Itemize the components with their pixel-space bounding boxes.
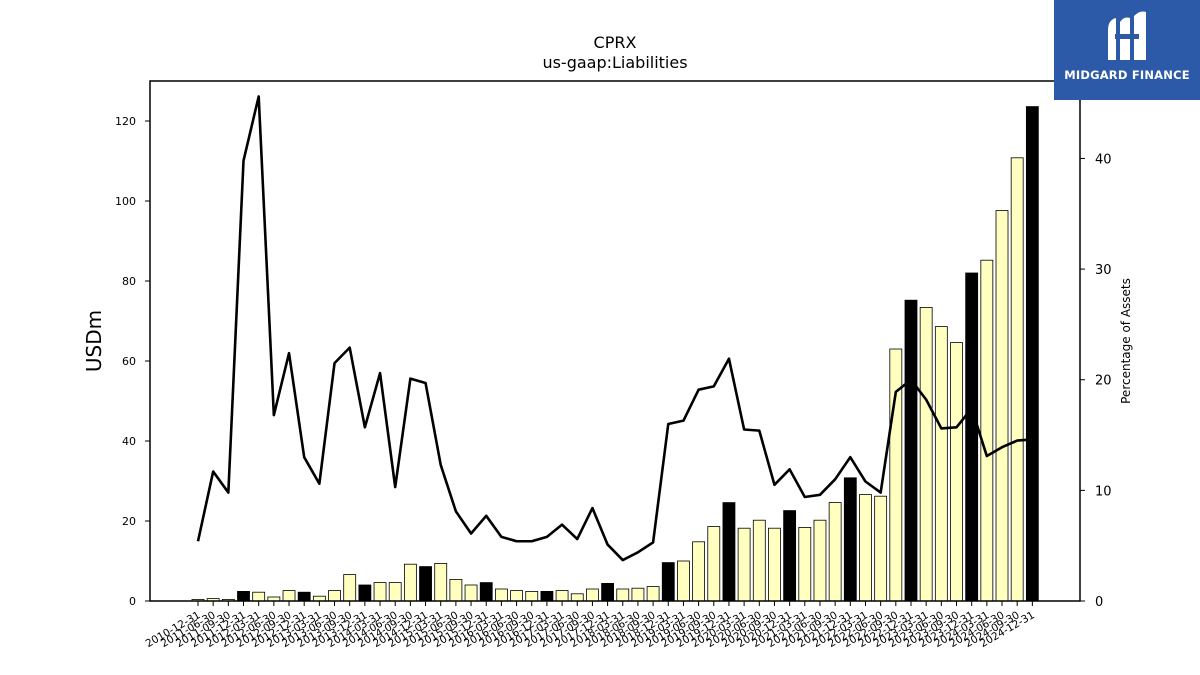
bar-2021-03-31 bbox=[798, 527, 812, 602]
bar-2018-09-30 bbox=[646, 586, 660, 602]
bar-2023-06-30 bbox=[934, 326, 948, 602]
bar-2019-09-30 bbox=[707, 526, 721, 602]
bar-2015-06-30 bbox=[449, 579, 463, 602]
y-tick-label: 0 bbox=[129, 595, 136, 608]
bar-2012-12-31 bbox=[297, 591, 311, 602]
bar-2022-12-31 bbox=[904, 299, 918, 602]
y2-axis-label: Percentage of Assets bbox=[1119, 278, 1133, 404]
y2-tick-label: 40 bbox=[1095, 152, 1112, 167]
bar-series bbox=[191, 106, 1039, 602]
bar-2015-09-30 bbox=[464, 584, 478, 602]
axes: 0204060801001200102030402010-12-312011-0… bbox=[115, 80, 1112, 650]
chart-subtitle: us-gaap:Liabilities bbox=[542, 53, 687, 72]
bar-2016-12-31 bbox=[540, 591, 554, 602]
plot-frame bbox=[149, 80, 1081, 602]
y2-tick-label: 30 bbox=[1095, 263, 1112, 278]
bar-2024-12-31 bbox=[1025, 106, 1039, 602]
bar-2015-03-31 bbox=[434, 563, 448, 602]
bar-2016-03-31 bbox=[494, 588, 508, 602]
midgard-logo-icon bbox=[1108, 11, 1146, 60]
bar-2021-06-30 bbox=[813, 519, 827, 602]
y-tick-label: 120 bbox=[115, 115, 136, 128]
bar-2017-09-30 bbox=[586, 588, 599, 602]
bar-2020-09-30 bbox=[768, 527, 781, 602]
y-tick-label: 40 bbox=[122, 435, 136, 448]
bar-2021-09-30 bbox=[828, 502, 842, 602]
bar-2019-03-31 bbox=[677, 560, 690, 602]
y-tick-label: 100 bbox=[115, 195, 136, 208]
bar-2022-06-30 bbox=[874, 495, 888, 602]
percentage-of-assets-line bbox=[196, 95, 1033, 562]
brand-name: MIDGARD FINANCE bbox=[1064, 68, 1190, 82]
bar-2017-06-30 bbox=[570, 593, 584, 602]
bar-2013-06-30 bbox=[328, 590, 341, 602]
bar-2018-03-31 bbox=[616, 588, 630, 602]
bar-2016-06-30 bbox=[510, 590, 523, 602]
bar-2023-09-30 bbox=[950, 342, 963, 602]
y2-tick-label: 10 bbox=[1095, 484, 1112, 499]
bar-2015-12-31 bbox=[479, 582, 493, 602]
y-tick-label: 80 bbox=[122, 275, 136, 288]
bar-2014-06-30 bbox=[388, 582, 402, 602]
y-tick-label: 60 bbox=[122, 355, 136, 368]
bar-2017-12-31 bbox=[601, 583, 614, 602]
y2-tick-label: 20 bbox=[1095, 374, 1112, 389]
bar-2023-03-31 bbox=[919, 306, 933, 602]
bar-2014-12-31 bbox=[419, 566, 432, 602]
y-tick-label: 20 bbox=[122, 515, 136, 528]
bar-2020-12-31 bbox=[783, 510, 797, 602]
y-axis-label: USDm bbox=[82, 310, 106, 372]
bar-2020-06-30 bbox=[752, 519, 766, 602]
bar-2024-09-30 bbox=[1010, 157, 1024, 602]
bar-2012-09-30 bbox=[282, 590, 296, 602]
line-series bbox=[196, 95, 1033, 562]
bar-2019-06-30 bbox=[692, 541, 706, 602]
bar-2022-09-30 bbox=[889, 348, 903, 602]
bar-2019-12-31 bbox=[722, 502, 736, 602]
bar-2016-09-30 bbox=[525, 591, 539, 602]
bar-2021-12-31 bbox=[843, 477, 857, 602]
bar-2014-03-31 bbox=[373, 582, 387, 602]
bar-2018-06-30 bbox=[631, 587, 645, 602]
bar-2023-12-31 bbox=[965, 272, 979, 602]
bar-2012-03-31 bbox=[252, 591, 266, 602]
bar-2024-06-30 bbox=[995, 210, 1009, 602]
bar-2024-03-31 bbox=[980, 259, 994, 602]
bar-2017-03-31 bbox=[555, 590, 569, 602]
bar-2022-03-31 bbox=[859, 494, 872, 602]
bar-2014-09-30 bbox=[403, 563, 417, 602]
y2-tick-label: 0 bbox=[1095, 595, 1103, 610]
bar-2020-03-31 bbox=[737, 527, 751, 602]
bar-2018-12-31 bbox=[661, 562, 675, 602]
bar-2011-12-31 bbox=[237, 591, 250, 602]
bar-2013-12-31 bbox=[358, 584, 372, 602]
chart-title: CPRX bbox=[594, 33, 637, 52]
bar-2013-09-30 bbox=[343, 574, 357, 602]
midgard-finance-logo: MIDGARD FINANCE bbox=[1054, 0, 1200, 100]
